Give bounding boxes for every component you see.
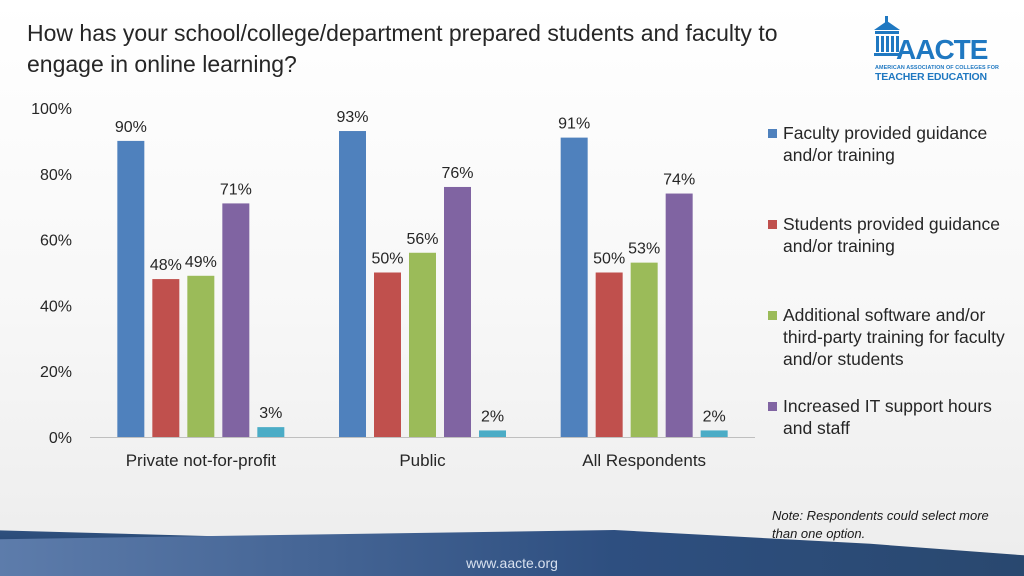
- x-tick-label: All Respondents: [582, 451, 706, 470]
- data-label: 71%: [220, 181, 252, 198]
- data-label: 93%: [336, 109, 368, 126]
- legend-swatch: [768, 129, 777, 138]
- chart-title: How has your school/college/department p…: [27, 20, 778, 77]
- legend-label: Students provided guidance and/or traini…: [783, 214, 1000, 256]
- bar: [152, 279, 180, 437]
- logo-subtitle-line1: AMERICAN ASSOCIATION OF COLLEGES FOR: [875, 65, 999, 71]
- legend-label: Increased IT support hours and staff: [783, 396, 992, 438]
- bar: [479, 430, 506, 437]
- data-label: 74%: [663, 172, 695, 189]
- logo-wordmark: AACTE: [896, 34, 988, 65]
- bar: [630, 262, 658, 437]
- data-label: 76%: [441, 165, 473, 182]
- y-tick-label: 100%: [31, 101, 72, 118]
- data-label: 48%: [150, 257, 182, 274]
- y-tick-label: 40%: [40, 298, 72, 315]
- data-label: 50%: [371, 251, 403, 268]
- x-tick-label: Public: [399, 451, 446, 470]
- data-label: 53%: [628, 241, 660, 258]
- data-label: 50%: [593, 251, 625, 268]
- bar: [700, 430, 728, 437]
- y-tick-label: 0%: [49, 430, 72, 447]
- logo-subtitle-line2: TEACHER EDUCATION: [875, 71, 987, 83]
- bar: [117, 140, 145, 437]
- y-tick-label: 20%: [40, 364, 72, 381]
- aacte-logo: AACTE AMERICAN ASSOCIATION OF COLLEGES F…: [870, 12, 1010, 84]
- data-label: 56%: [406, 231, 438, 248]
- legend-swatch: [768, 311, 777, 320]
- footnote: Note: Respondents could select more than…: [772, 508, 989, 541]
- legend-swatch: [768, 220, 777, 229]
- bar: [374, 272, 401, 437]
- bar: [444, 186, 471, 437]
- bar: [187, 275, 215, 437]
- bar: [665, 193, 693, 437]
- bar: [595, 272, 623, 437]
- y-tick-label: 60%: [40, 233, 72, 250]
- bar: [222, 203, 250, 437]
- bar: [560, 137, 588, 438]
- data-label: 2%: [703, 408, 726, 425]
- schoolhouse-icon: [874, 16, 900, 56]
- bar-chart: 0% 20% 40% 60% 80% 100% 90% 48% 49% 71% 3% Private …: [31, 101, 755, 470]
- y-tick-label: 80%: [40, 167, 72, 184]
- bar: [257, 427, 285, 437]
- legend-label: Faculty provided guidance and/or trainin…: [783, 123, 988, 165]
- data-label: 49%: [185, 254, 217, 271]
- legend-label: Additional software and/or third-party t…: [783, 305, 1005, 369]
- legend-swatch: [768, 402, 777, 411]
- data-label: 2%: [481, 408, 504, 425]
- footer-url: www.aacte.org: [466, 555, 558, 571]
- bar: [409, 252, 436, 437]
- bar: [339, 131, 366, 437]
- x-tick-label: Private not-for-profit: [126, 451, 276, 470]
- data-label: 3%: [259, 405, 282, 422]
- data-label: 90%: [115, 119, 147, 136]
- data-label: 91%: [558, 116, 590, 133]
